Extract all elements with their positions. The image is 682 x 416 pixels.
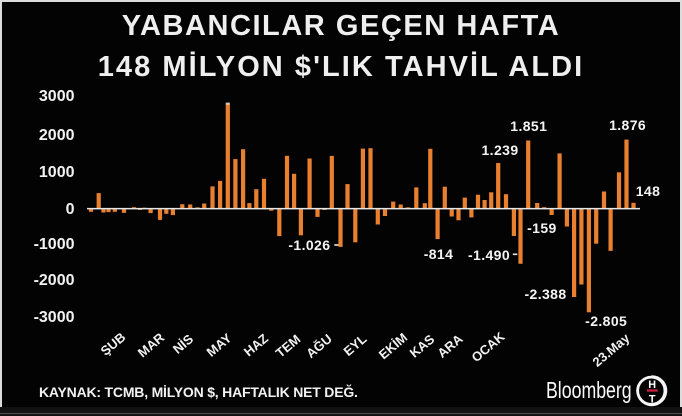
svg-text:H: H — [648, 379, 656, 391]
svg-text:T: T — [649, 393, 656, 405]
